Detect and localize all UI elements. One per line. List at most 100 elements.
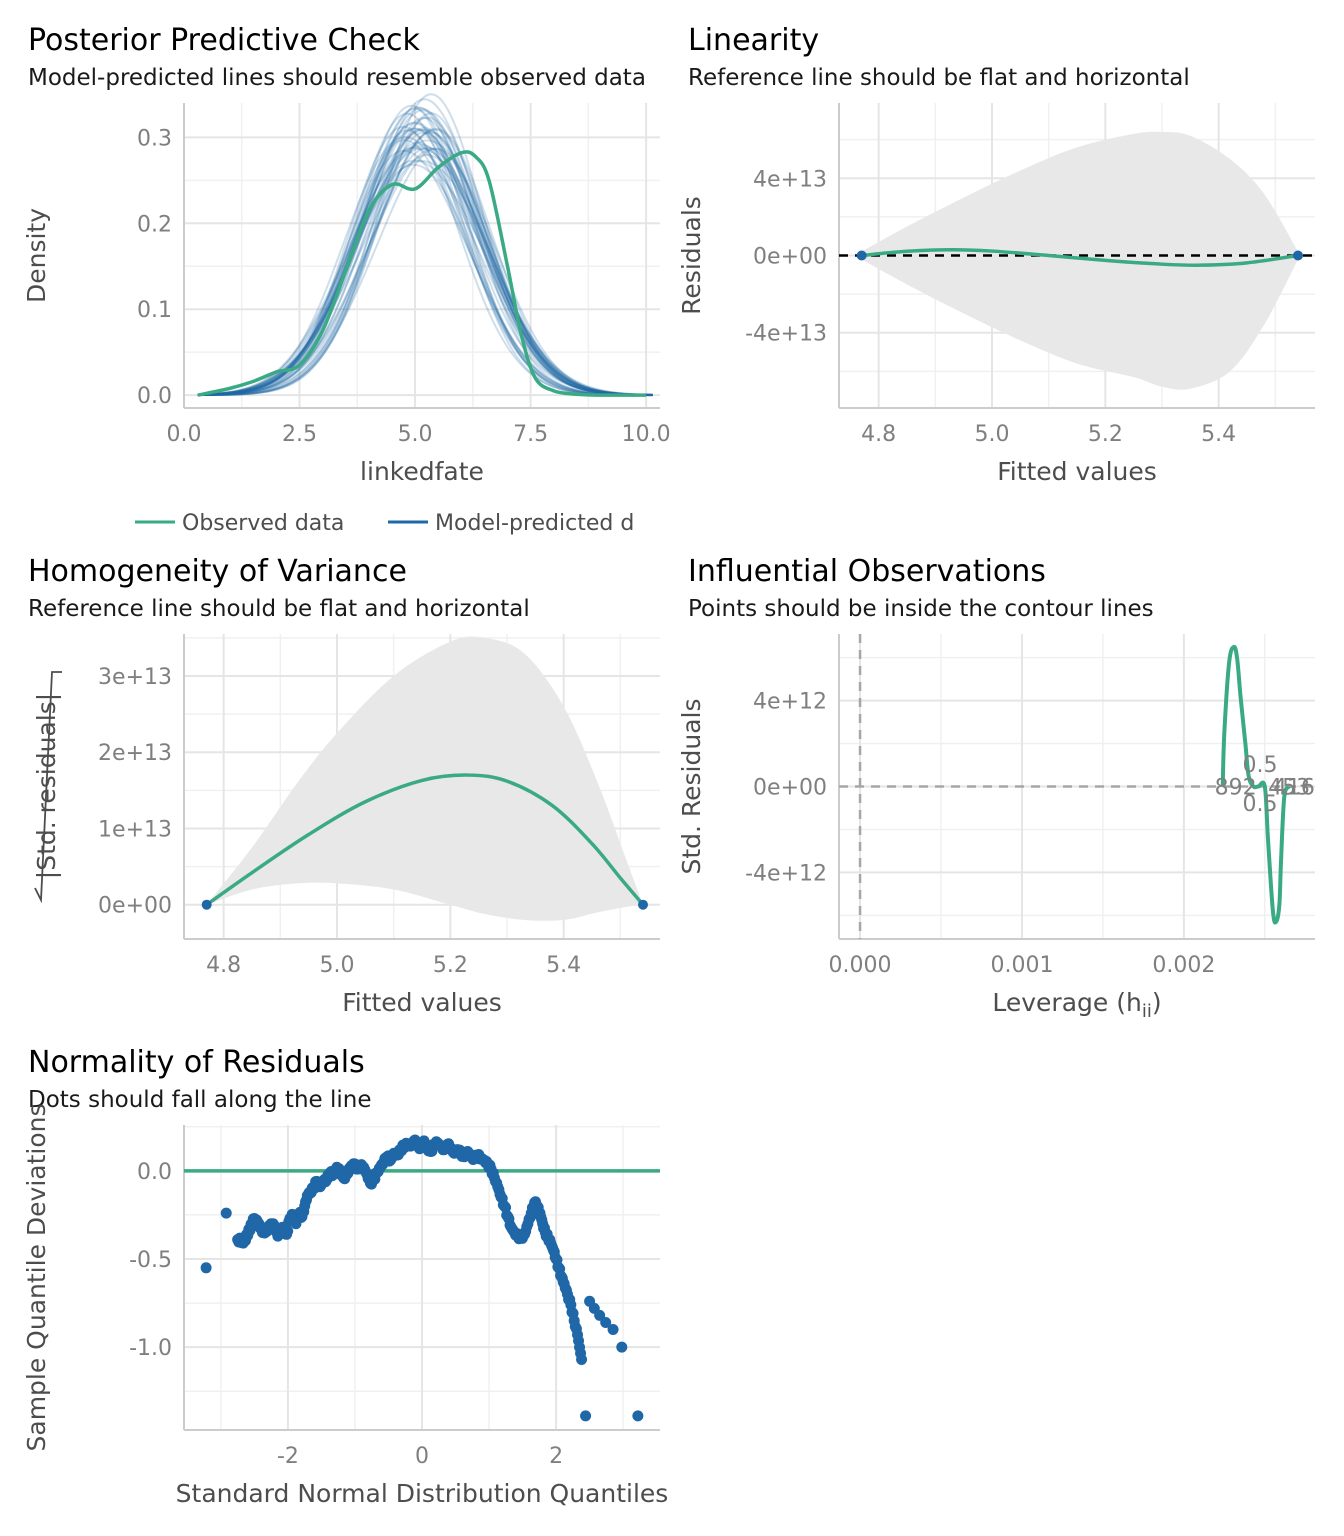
x-tick-label: 4.8 [861,422,896,447]
x-tick-label: 0.0 [167,422,202,447]
qq-point [502,1211,514,1223]
predicted-density-line [197,116,653,397]
x-tick-label: 0 [415,1444,429,1469]
predicted-density-line [197,136,653,397]
qq-point [492,1181,504,1193]
predicted-density-line [197,125,653,397]
x-tick-label: 5.4 [546,953,581,978]
point-label: 416 [1273,776,1315,801]
y-tick-label: 0.0 [137,1160,172,1185]
x-axis-label-suffix: ) [1152,988,1162,1017]
contour-label-lower: 0.5 [1243,792,1278,817]
ppc-predicted-lines [197,93,653,397]
point-label: 892 [1215,776,1257,801]
qq-point [550,1253,562,1265]
legend-observed-label: Observed data [182,511,344,536]
ppc-plot: 0.0 2.5 5.0 7.5 10.0 0.0 0.1 0.2 0.3 linkedfate De… [22,93,671,486]
predicted-density-line [197,93,653,397]
qq-point [580,1410,592,1422]
qq-point [519,1228,531,1240]
homogeneity-title: Homogeneity of Variance [28,554,407,589]
y-tick-label: 0e+00 [98,894,172,919]
predicted-density-line [197,112,653,397]
x-tick-label: 2.5 [282,422,317,447]
qq-point [296,1211,308,1223]
predicted-density-line [197,159,653,396]
x-axis-label: linkedfate [360,457,484,486]
ppc-subtitle: Model-predicted lines should resemble ob… [28,65,646,91]
normality-plot: -2 0 2 0.0 -0.5 -1.0 Standard Normal Distribut… [22,1104,668,1509]
predicted-density-line [197,141,653,396]
qq-point [252,1216,264,1228]
x-axis-label: Fitted values [997,457,1157,486]
predicted-density-line [197,159,653,396]
qq-point [498,1200,510,1212]
x-tick-label: 5.4 [1201,422,1236,447]
linearity-title: Linearity [688,23,819,58]
x-axis-label: Fitted values [342,988,502,1017]
qq-point [534,1207,546,1219]
y-tick-label: 0.0 [137,384,172,409]
y-tick-label: -1.0 [129,1336,172,1361]
y-tick-label: 4e+12 [753,690,827,715]
residual-point [856,250,867,261]
predicted-density-line [197,146,653,396]
predicted-density-line [197,127,653,396]
predicted-density-line [197,149,653,397]
predicted-density-line [197,131,653,397]
homogeneity-plot: 4.8 5.0 5.2 5.4 3e+13 2e+13 1e+13 0e+00 Fitted v… [32,634,660,1017]
qq-point [616,1341,628,1353]
predicted-density-line [197,128,653,396]
predicted-density-line [197,127,653,396]
x-tick-label: 2 [549,1444,563,1469]
predicted-density-line [197,116,653,396]
qq-point [553,1262,565,1274]
y-tick-label: 2e+13 [98,741,172,766]
x-tick-label: 4.8 [206,953,241,978]
qq-point [537,1218,549,1230]
qq-point [558,1278,570,1290]
legend-predicted-label: Model-predicted d [435,511,634,536]
predicted-density-line [197,98,653,396]
qq-point [547,1244,559,1256]
y-tick-label: 3e+13 [98,665,172,690]
qq-point [200,1262,212,1274]
y-tick-label: 0e+00 [753,245,827,270]
observed-density-line [197,150,647,397]
y-axis-label: Density [22,208,51,303]
predicted-density-line [197,144,653,396]
linearity-subtitle: Reference line should be flat and horizo… [688,65,1190,91]
x-tick-label: 5.2 [433,953,468,978]
y-tick-label: 4e+13 [753,167,827,192]
y-tick-label: -4e+13 [745,322,827,347]
qq-point [281,1228,293,1240]
qq-point [238,1235,250,1247]
homogeneity-subtitle: Reference line should be flat and horizo… [28,596,530,622]
qq-point [607,1324,619,1336]
qq-point [632,1410,644,1422]
predicted-density-line [197,139,653,397]
linearity-plot: 4.8 5.0 5.2 5.4 4e+13 0e+00 -4e+13 Fitted value… [677,103,1315,486]
x-tick-label: 7.5 [513,422,548,447]
residual-point [201,899,212,910]
ppc-title: Posterior Predictive Check [28,23,420,58]
predicted-density-line [197,121,653,396]
x-tick-label: 5.0 [975,422,1010,447]
y-axis-label: Residuals [677,196,706,315]
predicted-density-line [197,127,653,396]
qq-point [272,1230,284,1242]
predicted-density-line [197,139,653,397]
y-axis-label: Std. Residuals [677,698,706,874]
predicted-density-line [197,129,653,397]
x-tick-label: 0.002 [1152,953,1215,978]
y-tick-label: 0.1 [137,298,172,323]
predicted-density-line [197,147,653,397]
x-tick-label: -2 [277,1444,299,1469]
contour-label-upper: 0.5 [1243,753,1278,778]
predicted-density-line [197,131,653,396]
x-tick-label: 0.000 [829,953,892,978]
predicted-density-line [197,154,653,397]
qq-point [267,1218,279,1230]
smooth-line [861,247,1299,267]
